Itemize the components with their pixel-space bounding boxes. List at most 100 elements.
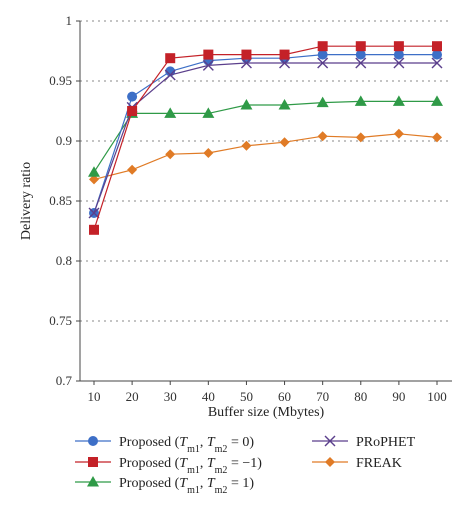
legend-text-part: T	[179, 435, 188, 450]
x-tick-label: 100	[427, 389, 447, 404]
data-point	[355, 49, 366, 60]
data-point	[392, 95, 405, 106]
legend-item-0: Proposed (Tm1, Tm2 = 0)	[75, 435, 254, 455]
x-stroke	[393, 57, 405, 69]
legend-text-part: Proposed (	[119, 435, 180, 450]
legend-swatch-marker	[324, 435, 336, 447]
data-point	[240, 99, 253, 110]
legend-swatch-marker	[88, 457, 98, 467]
data-point	[203, 148, 214, 158]
data-point	[241, 140, 252, 151]
series-line	[93, 45, 437, 230]
data-point	[88, 207, 100, 219]
data-point	[127, 91, 138, 102]
series-0	[89, 49, 442, 218]
data-point	[316, 96, 329, 108]
x-stroke	[202, 59, 214, 71]
series-4	[89, 128, 442, 185]
legend-text-part: m1	[187, 465, 200, 476]
x-stroke	[355, 57, 367, 69]
x-stroke	[317, 57, 329, 69]
legend-label: PRoPHET	[356, 435, 416, 450]
y-tick-label: 0.7	[56, 373, 73, 388]
data-series	[88, 41, 443, 235]
data-point	[202, 59, 214, 71]
data-point	[165, 53, 176, 64]
legend-swatch-marker	[88, 436, 98, 446]
x-stroke	[431, 57, 443, 69]
data-point	[279, 137, 290, 148]
series-1	[89, 41, 442, 235]
legend-item-2: Proposed (Tm1, Tm2 = 1)	[75, 476, 254, 496]
legend-text-part: ,	[200, 435, 207, 450]
data-point	[89, 174, 99, 185]
series-line	[93, 100, 437, 173]
y-tick-label: 0.85	[49, 193, 72, 208]
y-tick-label: 1	[66, 13, 73, 28]
legend-text-part: T	[179, 456, 188, 471]
x-axis-title: Buffer size (Mbytes)	[208, 405, 325, 420]
legend-label: Proposed (Tm1, Tm2 = 1)	[119, 476, 254, 496]
legend-item-4: FREAK	[312, 456, 402, 471]
data-point	[88, 166, 100, 177]
legend-text-part: = −1)	[227, 456, 262, 471]
x-tick-label: 20	[126, 389, 139, 404]
legend-text-part: T	[207, 456, 216, 471]
series-line	[93, 133, 438, 180]
data-point	[317, 57, 329, 69]
x-tick-label: 70	[316, 389, 329, 404]
axes: 0.7 0.75 0.8 0.85 0.9 0.95 1 10 20 30 40 50 60 70 80 90…	[49, 13, 452, 404]
x-stroke	[324, 435, 336, 447]
x-stroke	[88, 207, 100, 219]
data-point	[432, 132, 442, 143]
legend-text-part: m2	[215, 465, 228, 476]
x-tick-label: 50	[240, 389, 253, 404]
data-point	[355, 132, 366, 143]
data-point	[278, 99, 291, 110]
x-tick-label: 40	[202, 389, 215, 404]
legend-text-part: PRoPHET	[356, 435, 416, 450]
x-tick-label: 60	[278, 389, 291, 404]
data-point	[127, 106, 138, 116]
data-point	[279, 49, 290, 60]
legend-label: Proposed (Tm1, Tm2 = 0)	[119, 435, 254, 455]
data-point	[127, 164, 138, 175]
legend-item-3: PRoPHET	[312, 435, 416, 450]
x-tick-label: 90	[392, 389, 405, 404]
data-point	[354, 95, 367, 106]
series-2	[88, 95, 443, 177]
legend-text-part: m2	[215, 444, 228, 455]
data-point	[317, 49, 328, 60]
y-tick-label: 0.9	[56, 133, 72, 148]
legend-item-1: Proposed (Tm1, Tm2 = −1)	[75, 456, 262, 476]
data-point	[432, 49, 442, 60]
x-stroke	[279, 57, 291, 69]
y-tick-label: 0.75	[49, 313, 72, 328]
series-3	[88, 57, 443, 219]
data-point	[393, 128, 404, 139]
data-point	[203, 49, 214, 60]
legend-text-part: Proposed (	[119, 476, 180, 491]
x-tick-label: 30	[164, 389, 177, 404]
data-point	[317, 41, 328, 52]
legend-text-part: T	[207, 476, 216, 491]
legend-label: Proposed (Tm1, Tm2 = −1)	[119, 456, 262, 476]
legend-label: FREAK	[356, 456, 402, 471]
x-tick-label: 10	[88, 389, 101, 404]
series-line	[93, 53, 437, 214]
data-point	[164, 69, 176, 81]
gridlines	[80, 20, 452, 322]
data-point	[89, 224, 99, 235]
data-point	[393, 57, 405, 69]
data-point	[393, 41, 404, 52]
legend-text-part: FREAK	[356, 456, 402, 471]
y-tick-label: 0.95	[49, 73, 72, 88]
legend-text-part: ,	[200, 476, 207, 491]
legend-text-part: m1	[187, 485, 200, 496]
data-point	[431, 95, 443, 106]
y-axis-title: Delivery ratio	[19, 162, 34, 240]
data-point	[355, 41, 366, 52]
legend-text-part: ,	[200, 456, 207, 471]
data-point	[279, 57, 291, 69]
